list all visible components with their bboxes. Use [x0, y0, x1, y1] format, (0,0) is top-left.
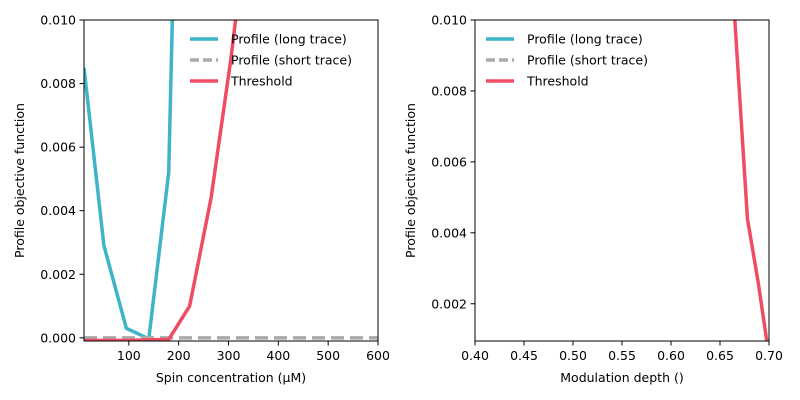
x-tick-label: 0.55: [608, 348, 636, 363]
y-tick-label: 0.006: [431, 154, 467, 169]
series-group: [733, 20, 769, 341]
legend-label-1: Profile (long trace): [231, 32, 347, 47]
y-tick-label: 0.002: [431, 296, 467, 311]
y-tick-label: 0.006: [40, 140, 76, 155]
y-tick-label: 0.008: [40, 76, 76, 91]
legend-label-3: Threshold: [230, 74, 293, 89]
y-tick-label: 0.008: [431, 83, 467, 98]
series-line-3: [84, 20, 238, 341]
legend: Profile (long trace) Profile (short trace…: [190, 32, 352, 89]
x-tick-label: 400: [266, 348, 290, 363]
y-axis-label: Profile objective function: [12, 103, 27, 258]
y-tick-label: 0.010: [40, 13, 76, 28]
y-tick-label: 0.000: [40, 330, 76, 345]
legend-label-2: Profile (short trace): [527, 53, 648, 68]
y-tick-label: 0.010: [431, 13, 467, 28]
legend-label-1: Profile (long trace): [527, 32, 643, 47]
x-tick-label: 0.65: [706, 348, 734, 363]
x-tick-label: 0.60: [657, 348, 685, 363]
legend: Profile (long trace) Profile (short trace…: [486, 32, 648, 89]
y-tick-label: 0.004: [431, 225, 467, 240]
x-tick-label: 200: [167, 348, 191, 363]
x-axis-label: Spin concentration (μM): [156, 370, 306, 385]
subplot-2: 0.40 0.45 0.50 0.55 0.60 0.65 0.70 0.002 0.004 0.…: [403, 13, 783, 386]
series-group: [84, 20, 378, 341]
x-tick-label: 0.70: [755, 348, 783, 363]
y-tick-label: 0.002: [40, 267, 76, 282]
x-tick-label: 600: [366, 348, 390, 363]
x-tick-label: 0.45: [510, 348, 538, 363]
series-line-1: [84, 20, 175, 341]
axes-frame: [83, 19, 379, 342]
x-tick-label: 0.40: [461, 348, 489, 363]
axes-frame: [474, 19, 770, 342]
x-tick-label: 500: [316, 348, 340, 363]
y-tick-label: 0.004: [40, 203, 76, 218]
x-axis-label: Modulation depth (): [560, 370, 683, 385]
x-tick-label: 300: [217, 348, 241, 363]
x-tick-label: 0.50: [559, 348, 587, 363]
x-tick-label: 100: [117, 348, 141, 363]
subplot-1: 100 200 300 400 500 600 0.000 0.002 0.004 0.006 0.…: [12, 13, 390, 386]
legend-label-2: Profile (short trace): [231, 53, 352, 68]
y-axis-label: Profile objective function: [403, 103, 418, 258]
series-line-3: [733, 20, 769, 341]
legend-label-3: Threshold: [526, 74, 589, 89]
